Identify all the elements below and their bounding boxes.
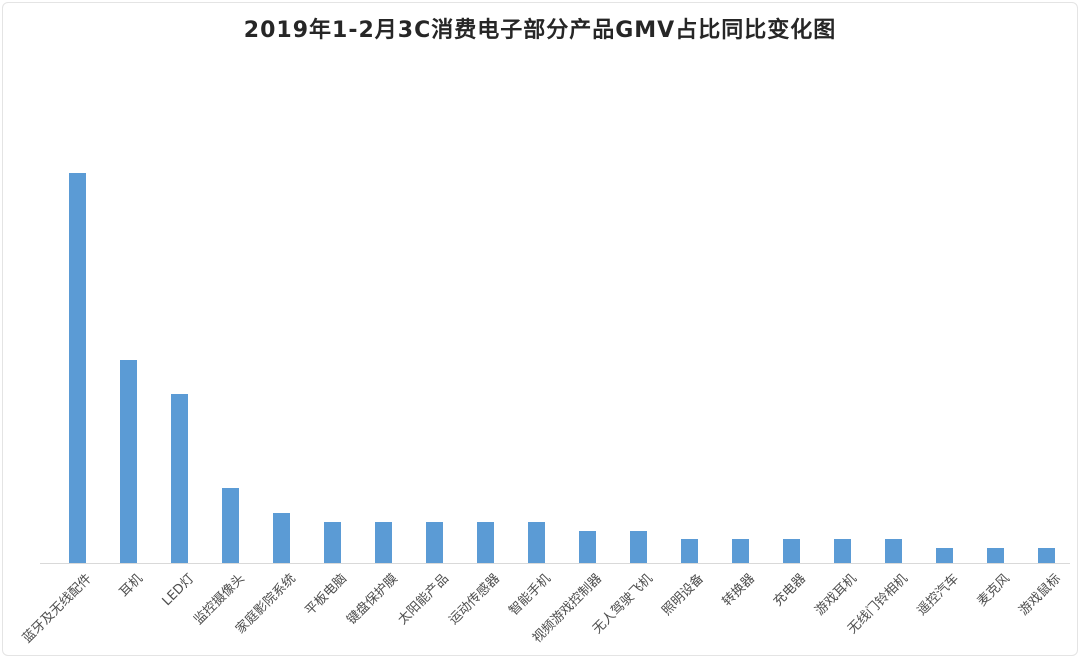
bar-15 — [782, 539, 800, 563]
x-axis-label-13: 照明设备 — [659, 571, 707, 619]
bar-19 — [986, 548, 1004, 563]
x-axis-label-2: 耳机 — [116, 571, 146, 601]
x-axis-label-19: 麦克风 — [974, 571, 1013, 610]
bar-10 — [527, 522, 545, 563]
x-axis-label-7: 键盘保护膜 — [344, 571, 401, 628]
x-axis-label-14: 转换器 — [719, 571, 758, 610]
bar-9 — [476, 522, 494, 563]
x-axis-label-9: 运动传感器 — [446, 571, 503, 628]
x-axis-label-8: 太阳能产品 — [395, 571, 452, 628]
bar-17 — [884, 539, 902, 563]
bar-6 — [323, 522, 341, 563]
bar-14 — [731, 539, 749, 563]
x-axis-label-16: 游戏耳机 — [812, 571, 860, 619]
bar-12 — [629, 531, 647, 563]
bar-7 — [374, 522, 392, 563]
x-axis-label-20: 游戏鼠标 — [1016, 571, 1064, 619]
x-axis-label-3: LED灯 — [159, 571, 197, 610]
x-axis-label-15: 充电器 — [770, 571, 809, 610]
bar-18 — [935, 548, 953, 563]
x-axis-label-6: 平板电脑 — [302, 571, 350, 619]
bar-11 — [578, 531, 596, 563]
bar-8 — [425, 522, 443, 563]
chart-title: 2019年1-2月3C消费电子部分产品GMV占比同比变化图 — [243, 18, 837, 43]
bar-3 — [170, 394, 188, 563]
bar-2 — [119, 360, 137, 563]
x-axis-label-18: 遥控汽车 — [914, 571, 962, 619]
bar-16 — [833, 539, 851, 563]
bar-13 — [680, 539, 698, 563]
bar-1 — [68, 173, 86, 563]
x-axis-label-1: 蓝牙及无线配件 — [19, 571, 95, 647]
bar-5 — [272, 513, 290, 563]
x-axis-line — [40, 563, 1070, 564]
bar-20 — [1037, 548, 1055, 563]
bar-4 — [221, 488, 239, 563]
x-axis-label-10: 智能手机 — [506, 571, 554, 619]
